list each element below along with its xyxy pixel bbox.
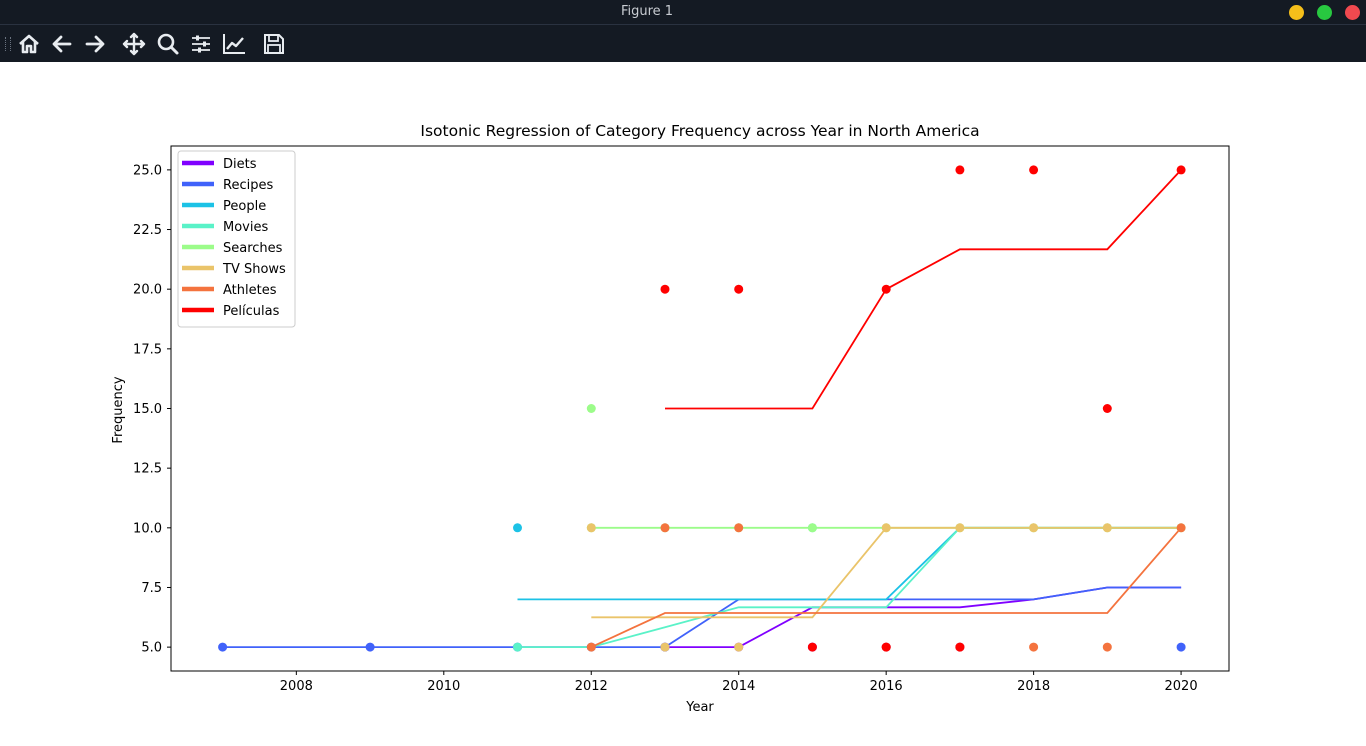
data-point-series-6 bbox=[734, 523, 744, 533]
x-tick-label: 2010 bbox=[427, 679, 460, 694]
data-point-series-7 bbox=[881, 642, 891, 652]
data-point-series-7 bbox=[734, 284, 744, 294]
data-point-series-4 bbox=[586, 404, 596, 413]
edit-axis-icon bbox=[223, 34, 245, 54]
minimize-button[interactable] bbox=[1289, 5, 1304, 20]
data-point-series-7 bbox=[807, 642, 817, 652]
toolbar-grip[interactable] bbox=[5, 37, 11, 51]
y-tick-label: 17.5 bbox=[133, 342, 162, 357]
axis-ticks: 2008 2010 2012 2014 2016 2018 2020 5.0 7.5 10.0 12… bbox=[133, 163, 1198, 694]
edit-axis-button[interactable] bbox=[221, 31, 247, 57]
data-point-series-7 bbox=[881, 284, 891, 294]
window-titlebar: Figure 1 bbox=[0, 0, 1366, 24]
y-tick-label: 12.5 bbox=[133, 462, 162, 477]
forward-button[interactable] bbox=[82, 31, 108, 57]
forward-icon bbox=[85, 35, 105, 53]
x-tick-label: 2012 bbox=[575, 679, 608, 694]
data-point-series-5 bbox=[660, 642, 670, 652]
data-point-series-6 bbox=[660, 523, 670, 533]
legend-label-series-2: People bbox=[223, 199, 266, 214]
fit-line-series-7 bbox=[665, 169, 1182, 410]
x-tick-label: 2008 bbox=[280, 679, 313, 694]
data-point-series-7 bbox=[1176, 165, 1186, 175]
data-point-series-1 bbox=[365, 642, 375, 652]
y-tick-label: 10.0 bbox=[133, 521, 162, 536]
x-tick-label: 2018 bbox=[1017, 679, 1050, 694]
pan-button[interactable] bbox=[121, 31, 147, 57]
data-point-series-1 bbox=[218, 642, 228, 652]
legend-box bbox=[177, 150, 296, 328]
legend-label-series-5: TV Shows bbox=[222, 262, 286, 277]
x-tick-label: 2016 bbox=[870, 679, 903, 694]
data-point-series-5 bbox=[955, 523, 965, 533]
legend-label-series-4: Searches bbox=[223, 241, 283, 256]
fit-line-series-6 bbox=[590, 527, 1182, 648]
data-point-series-5 bbox=[881, 523, 891, 533]
back-icon bbox=[52, 35, 72, 53]
y-tick-label: 15.0 bbox=[133, 402, 162, 417]
data-point-series-6 bbox=[1029, 642, 1039, 652]
y-tick-label: 25.0 bbox=[133, 163, 162, 178]
fit-line-series-3 bbox=[517, 526, 1182, 648]
data-points bbox=[218, 165, 1186, 652]
legend-label-series-3: Movies bbox=[223, 220, 268, 235]
close-button[interactable] bbox=[1345, 5, 1360, 20]
zoom-button[interactable] bbox=[155, 31, 181, 57]
data-point-series-7 bbox=[660, 284, 670, 294]
y-axis-label: Frequency bbox=[111, 376, 126, 443]
x-tick-label: 2014 bbox=[722, 679, 755, 694]
back-button[interactable] bbox=[49, 31, 75, 57]
data-point-series-7 bbox=[1102, 404, 1112, 413]
x-tick-label: 2020 bbox=[1165, 679, 1198, 694]
data-point-series-7 bbox=[955, 642, 965, 652]
y-tick-label: 7.5 bbox=[141, 581, 162, 596]
regression-lines bbox=[222, 169, 1182, 648]
data-point-series-1 bbox=[1176, 642, 1186, 652]
data-point-series-2 bbox=[513, 523, 522, 533]
home-icon bbox=[19, 34, 39, 54]
data-point-series-3 bbox=[513, 642, 522, 652]
window-title: Figure 1 bbox=[620, 4, 674, 19]
configure-subplots-button[interactable] bbox=[188, 31, 214, 57]
legend-label-series-6: Athletes bbox=[223, 283, 277, 298]
data-point-series-5 bbox=[1029, 523, 1039, 533]
x-axis-label: Year bbox=[685, 700, 714, 715]
data-point-series-7 bbox=[1029, 165, 1039, 175]
y-tick-label: 5.0 bbox=[141, 641, 162, 656]
chart-canvas: Isotonic Regression of Category Frequenc… bbox=[111, 122, 1230, 715]
legend-label-series-7: Películas bbox=[223, 304, 280, 319]
data-point-series-6 bbox=[586, 642, 596, 652]
data-point-series-6 bbox=[1176, 523, 1186, 533]
y-tick-label: 20.0 bbox=[133, 283, 162, 298]
fit-line-series-5 bbox=[591, 526, 1182, 619]
data-point-series-5 bbox=[586, 523, 596, 533]
legend-label-series-1: Recipes bbox=[223, 178, 273, 193]
chart-title: Isotonic Regression of Category Frequenc… bbox=[420, 122, 979, 140]
home-button[interactable] bbox=[16, 31, 42, 57]
configure-subplots-icon bbox=[192, 35, 210, 53]
data-point-series-5 bbox=[734, 642, 744, 652]
data-point-series-6 bbox=[1102, 642, 1112, 652]
fit-line-series-2 bbox=[517, 526, 1182, 601]
zoom-icon bbox=[157, 33, 179, 55]
save-button[interactable] bbox=[261, 31, 287, 57]
plot-frame bbox=[170, 145, 1230, 672]
maximize-button[interactable] bbox=[1317, 5, 1332, 20]
legend-label-series-0: Diets bbox=[223, 157, 257, 172]
data-point-series-7 bbox=[955, 165, 965, 175]
data-point-series-4 bbox=[807, 523, 817, 533]
navigation-toolbar bbox=[0, 24, 1366, 62]
legend: Diets Recipes People Movies Searches TV Shows… bbox=[177, 150, 296, 328]
y-tick-label: 22.5 bbox=[133, 223, 162, 238]
save-icon bbox=[264, 34, 284, 54]
pan-icon bbox=[122, 32, 146, 56]
data-point-series-5 bbox=[1102, 523, 1112, 533]
